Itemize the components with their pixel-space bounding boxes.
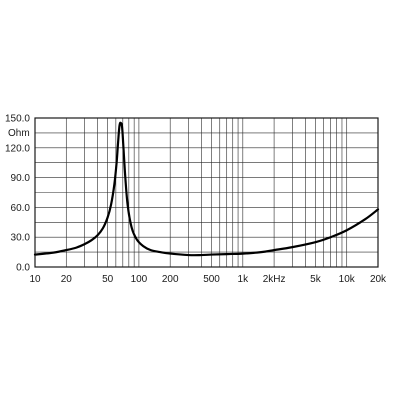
y-tick-label: 90.0: [11, 173, 31, 184]
impedance-series-line: [33, 121, 380, 257]
y-tick-labels: 0.0 30.0 60.0 90.0 120.0 150.0: [5, 114, 30, 274]
x-tick-labels: 10 20 50 100 200 500 1k 2kHz 5k 10k 20k: [29, 274, 387, 285]
x-tick-label: 10: [29, 274, 41, 285]
x-tick-label: 50: [102, 274, 114, 285]
curve-layer: [33, 121, 380, 257]
y-tick-label: 150.0: [5, 114, 30, 125]
grid: [35, 118, 378, 267]
y-tick-label: 60.0: [11, 203, 31, 214]
x-tick-label: 1k: [238, 274, 250, 285]
x-tick-label: 200: [162, 274, 179, 285]
x-tick-label: 20: [61, 274, 73, 285]
x-tick-label: 500: [203, 274, 220, 285]
y-tick-label: 30.0: [11, 233, 31, 244]
x-tick-label: 2kHz: [263, 274, 286, 285]
x-tick-label: 100: [131, 274, 148, 285]
x-tick-label: 10k: [339, 274, 356, 285]
y-tick-label: 120.0: [5, 143, 30, 154]
x-tick-label: 20k: [370, 274, 387, 285]
y-tick-label: 0.0: [16, 263, 30, 274]
plot-frame: [34, 117, 379, 268]
y-axis-label: Ohm: [8, 128, 30, 139]
x-tick-label: 5k: [310, 274, 322, 285]
